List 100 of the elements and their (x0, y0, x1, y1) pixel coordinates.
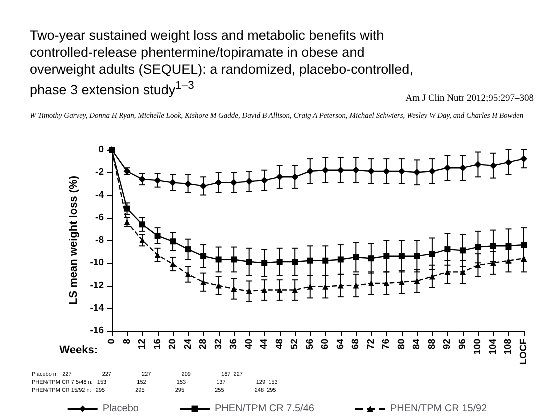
point (216, 282, 222, 289)
point (429, 274, 436, 280)
legend-label: Placebo (102, 404, 140, 414)
y-tick-label: 0 (98, 144, 104, 156)
point (368, 168, 375, 175)
y-tick-label: -2 (96, 167, 104, 178)
point (154, 177, 162, 184)
x-tick-label: 28 (198, 339, 210, 350)
x-tick-label: LOCF (518, 338, 530, 365)
point (322, 166, 330, 174)
point (460, 269, 466, 276)
point (292, 287, 298, 294)
point (200, 253, 207, 260)
point (429, 251, 436, 258)
point (384, 253, 390, 260)
point (505, 158, 512, 166)
point (307, 284, 314, 290)
x-tick-label: 36 (228, 339, 240, 350)
point (200, 279, 207, 286)
x-tick-label: 8 (122, 339, 133, 344)
point (322, 258, 329, 264)
point (139, 176, 146, 183)
point (170, 179, 177, 186)
x-tick-label: 16 (152, 339, 164, 350)
point (124, 206, 130, 212)
point (262, 287, 268, 294)
point (459, 164, 466, 172)
point (474, 161, 482, 168)
y-tick-label: -6 (96, 212, 104, 224)
point (231, 256, 238, 263)
point (154, 232, 161, 239)
point (444, 269, 451, 276)
point (520, 156, 528, 163)
point (185, 246, 192, 253)
point (216, 256, 222, 263)
point (352, 166, 360, 174)
point (383, 168, 390, 175)
point (170, 238, 176, 245)
x-tick-label: 52 (290, 339, 301, 350)
point (246, 258, 252, 265)
y-tick-label: -14 (90, 302, 105, 314)
point (276, 287, 283, 294)
x-tick-label: 32 (213, 339, 224, 350)
point (398, 253, 405, 260)
y-tick-label: -12 (90, 280, 104, 292)
point (353, 282, 360, 289)
point (444, 246, 451, 253)
point (368, 256, 374, 262)
y-tick-label: -10 (90, 258, 104, 269)
x-tick-label: 104 (488, 338, 499, 355)
point (414, 253, 420, 260)
point (414, 169, 421, 176)
point (170, 261, 176, 268)
point (475, 244, 482, 250)
point (230, 179, 238, 186)
point (490, 162, 497, 170)
point (184, 180, 192, 188)
point (231, 286, 238, 292)
point (322, 284, 329, 290)
y-tick-label: -16 (90, 326, 104, 336)
point (460, 248, 466, 254)
point (276, 174, 284, 181)
point (276, 258, 283, 265)
x-tick-label: 92 (442, 339, 454, 350)
point (292, 258, 298, 265)
point (428, 168, 436, 175)
x-tick-label: 0 (106, 339, 118, 344)
point (262, 260, 268, 266)
x-tick-label: 20 (168, 339, 179, 350)
legend-label: PHEN/TPM CR 15/92 (390, 404, 488, 414)
y-tick-label: -8 (96, 235, 104, 246)
point (338, 282, 344, 289)
x-tick-label: 60 (320, 339, 332, 350)
x-tick-label: 44 (259, 338, 270, 350)
point (215, 179, 222, 186)
x-tick-label: 40 (244, 339, 255, 350)
point (306, 168, 314, 175)
point (140, 222, 146, 228)
x-tick-label: 80 (396, 339, 408, 350)
x-tick-label: 56 (304, 339, 316, 350)
x-tick-label: 48 (274, 339, 286, 350)
point (414, 278, 420, 284)
x-tick-label: 12 (137, 339, 148, 350)
y-axis-title: LS mean weight loss (%) (68, 176, 80, 305)
point (521, 242, 527, 248)
x-tick-label: 76 (381, 339, 392, 350)
x-tick-label: 108 (503, 339, 514, 355)
point (444, 164, 452, 172)
point (292, 174, 299, 181)
x-tick-label: 64 (335, 338, 346, 350)
point (490, 243, 496, 250)
point (307, 258, 314, 264)
point (398, 279, 405, 286)
x-tick-label: 24 (182, 338, 194, 350)
point (154, 252, 161, 258)
x-tick-label: 100 (472, 339, 484, 355)
point (246, 178, 253, 186)
y-tick-label: -4 (96, 190, 105, 201)
point (246, 288, 252, 294)
x-tick-label: 72 (366, 339, 377, 350)
